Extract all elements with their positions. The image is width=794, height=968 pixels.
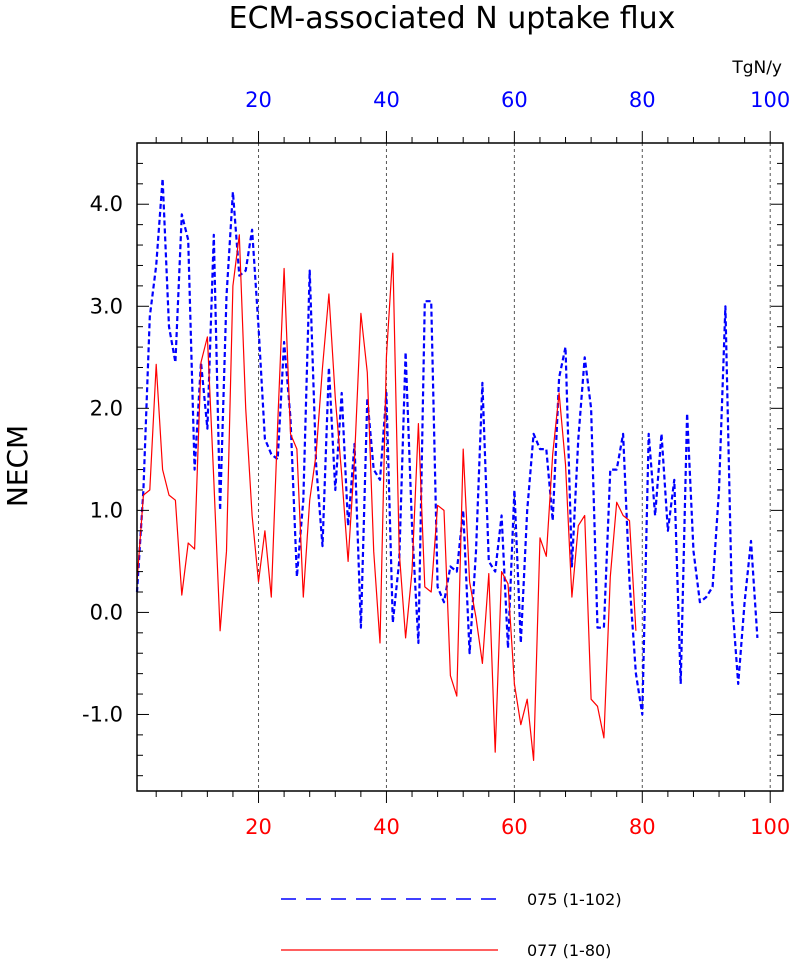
y-tick-label: 3.0	[90, 294, 123, 318]
legend-label-0: 075 (1-102)	[527, 890, 622, 909]
series-line-0	[135, 177, 759, 716]
x-tick-label-bottom: 40	[373, 815, 400, 839]
y-tick-label: 0.0	[90, 600, 123, 624]
x-tick-label-bottom: 20	[245, 815, 272, 839]
x-tick-label-bottom: 100	[750, 815, 790, 839]
y-tick-label: 2.0	[90, 396, 123, 420]
y-axis-label: NECM	[1, 425, 34, 507]
x-tick-label-top: 60	[501, 88, 528, 112]
y-tick-label: 4.0	[90, 192, 123, 216]
legend-label-1: 077 (1-80)	[527, 941, 611, 960]
y-tick-label: 1.0	[90, 498, 123, 522]
series-line-1	[136, 234, 637, 762]
x-tick-label-bottom: 80	[629, 815, 656, 839]
x-tick-label-bottom: 60	[501, 815, 528, 839]
x-tick-label-top: 40	[373, 88, 400, 112]
y-tick-label: -1.0	[82, 702, 123, 726]
plot-frame	[136, 142, 784, 792]
chart-title: ECM-associated N uptake flux	[229, 1, 676, 36]
x-tick-label-top: 80	[629, 88, 656, 112]
top-axis-unit: TgN/y	[731, 58, 782, 78]
x-tick-label-top: 20	[245, 88, 272, 112]
x-tick-label-top: 100	[750, 88, 790, 112]
